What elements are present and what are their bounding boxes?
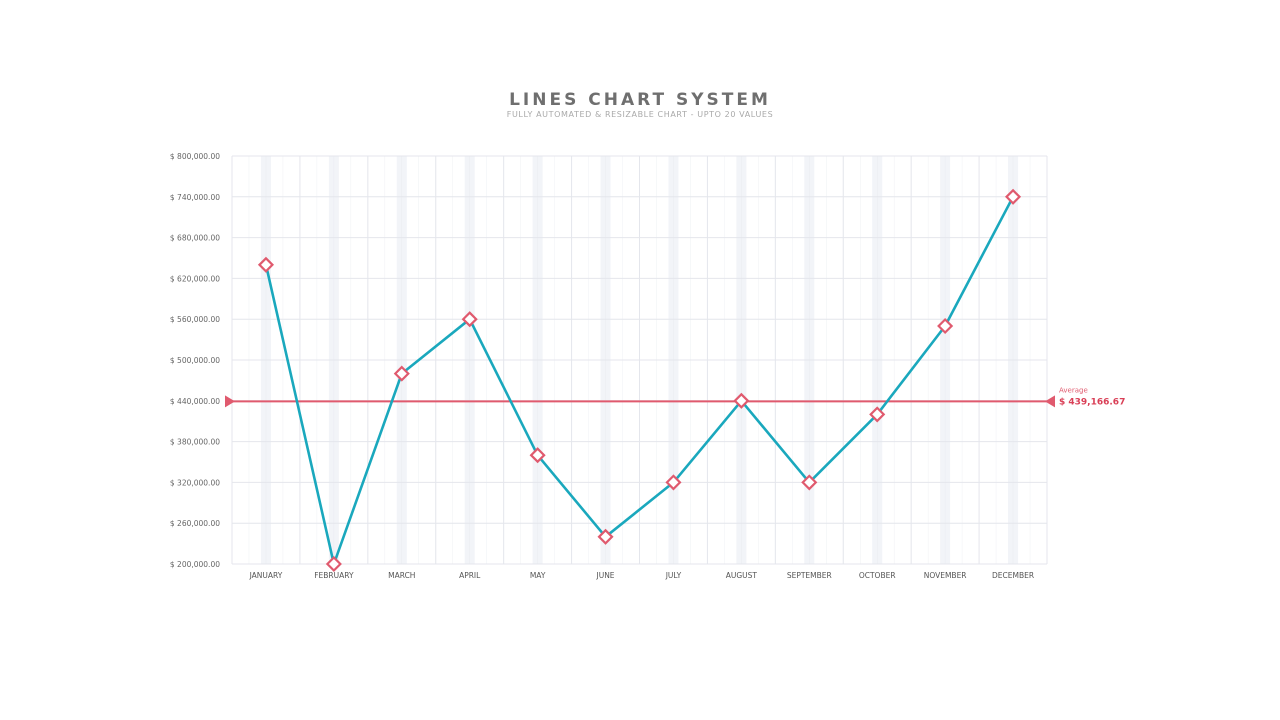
y-tick-label: $ 560,000.00 xyxy=(170,315,220,324)
x-tick-label: APRIL xyxy=(459,571,481,580)
x-tick-label: AUGUST xyxy=(726,571,758,580)
data-point-marker xyxy=(325,555,342,573)
data-point-marker xyxy=(937,317,954,335)
series-line xyxy=(264,196,1015,566)
data-point-marker xyxy=(665,474,682,491)
data-point-marker xyxy=(869,406,886,423)
chart-subtitle: FULLY AUTOMATED & RESIZABLE CHART - UPTO… xyxy=(506,110,774,119)
y-tick-label: $ 620,000.00 xyxy=(170,274,220,283)
y-tick-label: $ 260,000.00 xyxy=(170,519,220,528)
y-tick-label: $ 200,000.00 xyxy=(170,560,220,569)
y-axis-labels: $ 200,000.00 $ 260,000.00 $ 320,000.00 $ 38… xyxy=(170,152,220,569)
y-tick-label: $ 380,000.00 xyxy=(170,438,220,447)
data-point-marker xyxy=(257,256,275,273)
x-axis-labels: JANUARY FEBRUARY MARCH APRIL MAY JUNE JULY AUGU… xyxy=(249,571,1034,580)
y-tick-label: $ 320,000.00 xyxy=(170,478,220,487)
average-label: Average xyxy=(1059,386,1088,394)
x-tick-label: SEPTEMBER xyxy=(787,571,832,580)
y-tick-label: $ 680,000.00 xyxy=(170,234,220,243)
x-tick-label: OCTOBER xyxy=(859,571,896,580)
data-point-marker xyxy=(529,447,546,464)
x-tick-label: NOVEMBER xyxy=(924,571,967,580)
data-point-marker xyxy=(801,474,818,491)
grid-lines xyxy=(231,155,1048,565)
y-tick-label: $ 740,000.00 xyxy=(170,193,220,202)
data-point-marker xyxy=(733,392,750,409)
data-point-marker xyxy=(1004,188,1022,205)
y-tick-label: $ 500,000.00 xyxy=(170,356,220,365)
series-line-group xyxy=(264,196,1015,566)
x-tick-label: MAY xyxy=(530,571,546,580)
x-tick-label: DECEMBER xyxy=(992,571,1034,580)
data-point-marker xyxy=(393,365,410,382)
data-point-markers xyxy=(257,188,1022,573)
x-tick-label: JULY xyxy=(665,571,682,580)
chart-title: LINES CHART SYSTEM xyxy=(509,90,771,110)
average-arrow-left xyxy=(225,395,235,408)
x-tick-label: JUNE xyxy=(596,571,615,580)
y-tick-label: $ 800,000.00 xyxy=(170,152,220,161)
x-tick-label: JANUARY xyxy=(249,571,283,580)
x-tick-label: MARCH xyxy=(388,571,415,580)
y-tick-label: $ 440,000.00 xyxy=(170,397,220,406)
average-arrow-right xyxy=(1045,395,1055,408)
data-point-marker xyxy=(597,528,614,545)
data-point-marker xyxy=(461,311,478,328)
average-value: $ 439,166.67 xyxy=(1059,397,1125,407)
x-tick-label: FEBRUARY xyxy=(314,571,354,580)
average-line-group: Average $ 439,166.67 xyxy=(225,386,1125,408)
